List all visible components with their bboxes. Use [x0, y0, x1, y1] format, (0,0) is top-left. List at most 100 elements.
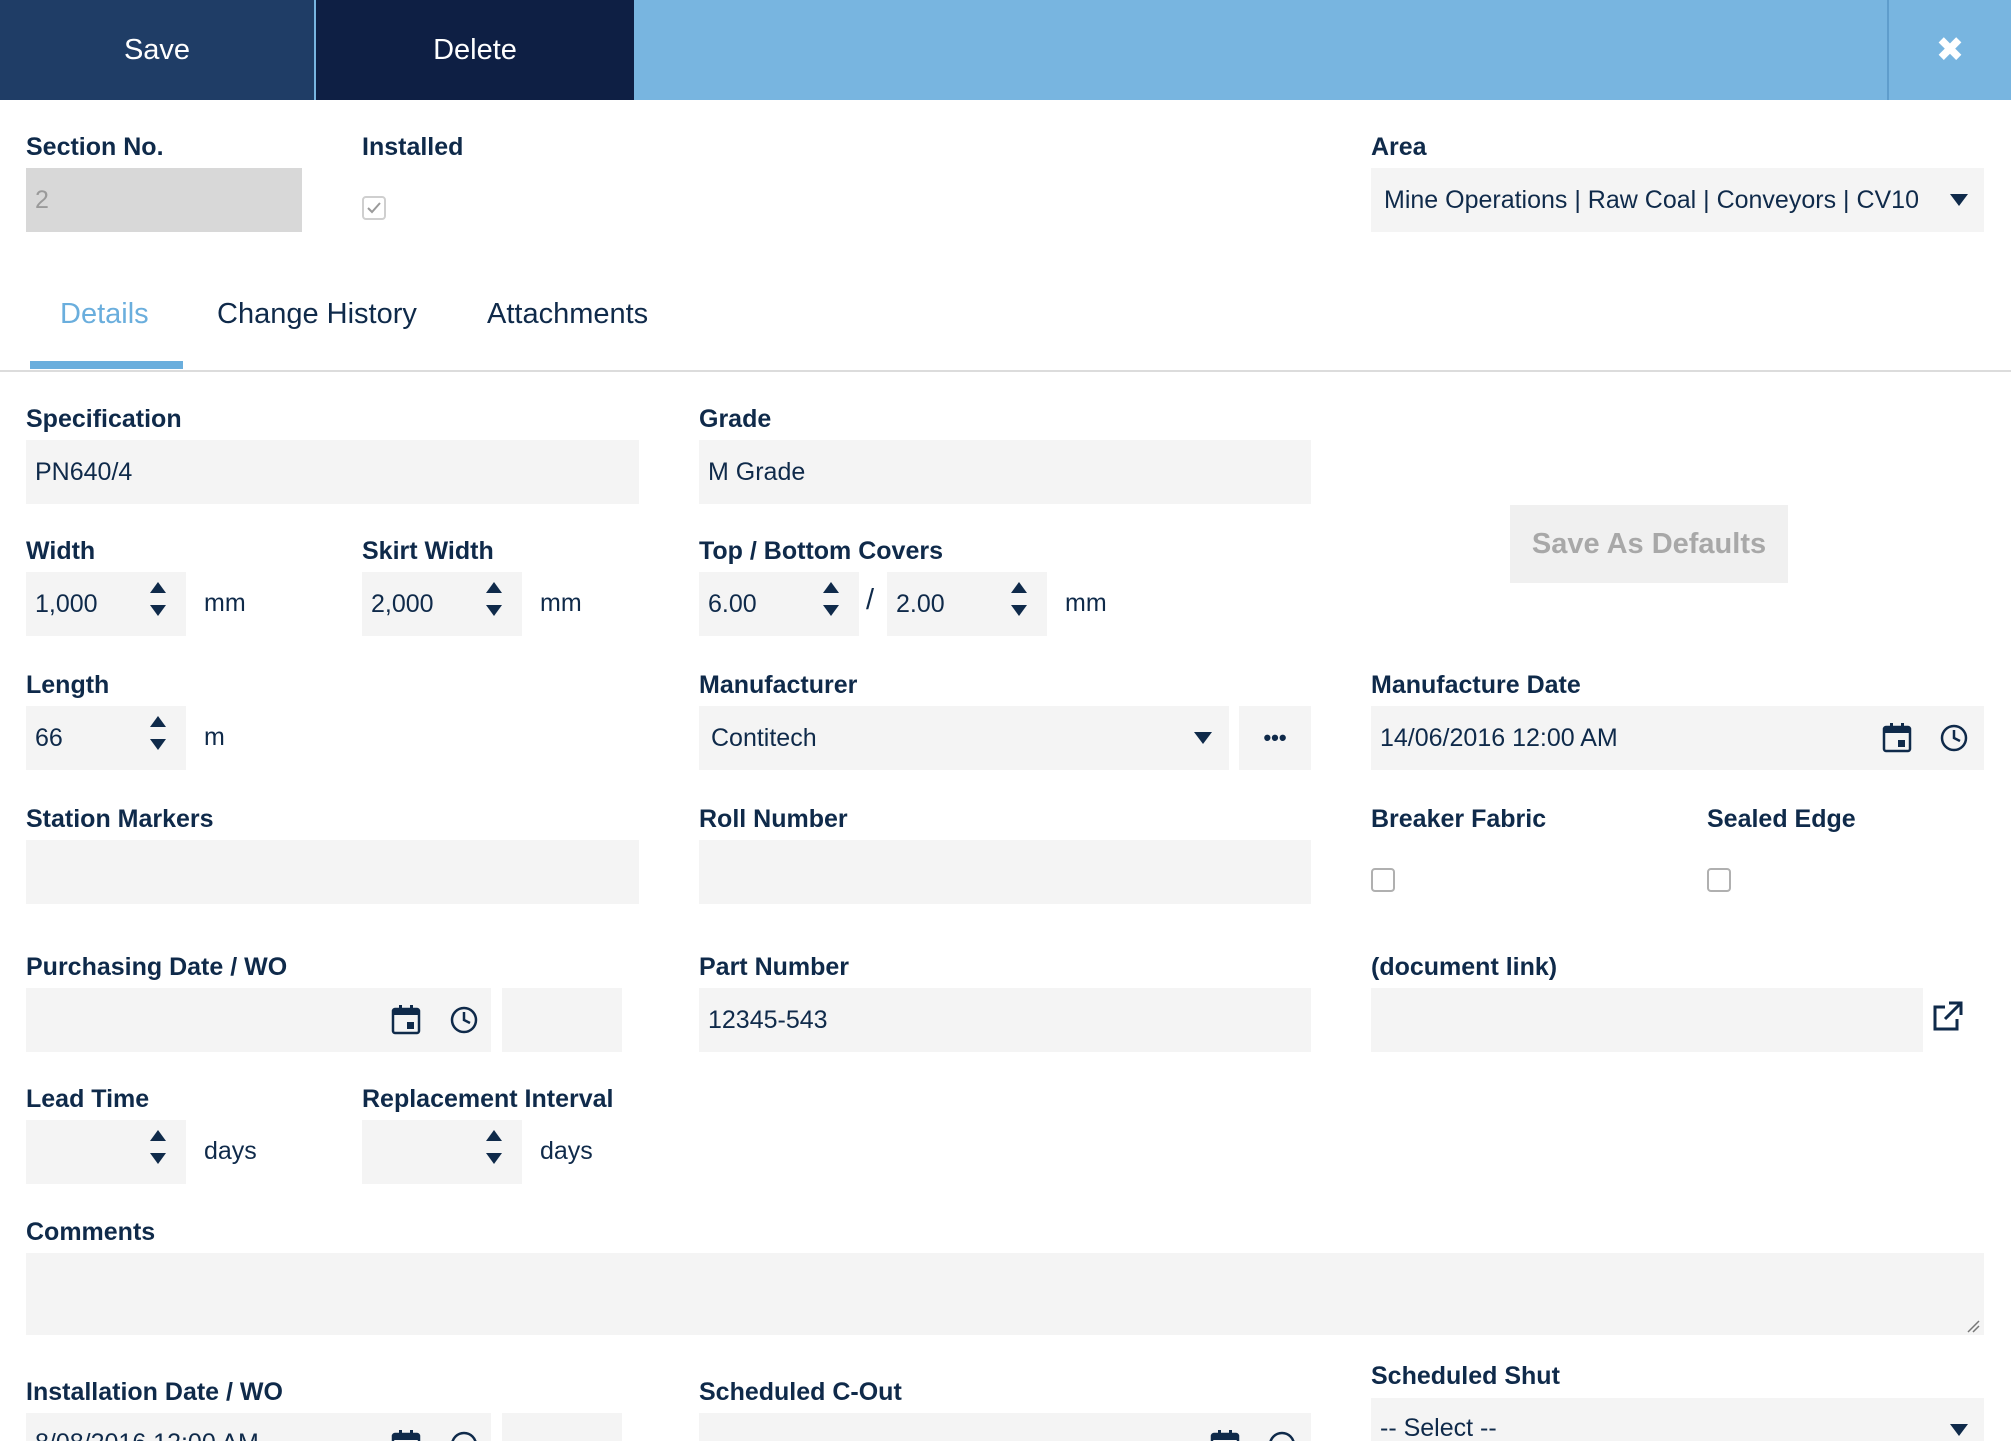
comments-label: Comments — [26, 1218, 156, 1246]
skirt-width-unit: mm — [540, 589, 582, 617]
clock-icon[interactable] — [1938, 722, 1970, 754]
top-cover-stepper[interactable] — [821, 582, 841, 626]
length-stepper[interactable] — [148, 716, 168, 760]
breaker-fabric-label: Breaker Fabric — [1371, 805, 1547, 833]
area-select[interactable]: Mine Operations | Raw Coal | Conveyors |… — [1371, 168, 1984, 232]
length-unit: m — [204, 723, 225, 751]
manufacturer-label: Manufacturer — [699, 671, 858, 699]
clock-icon[interactable] — [448, 1429, 480, 1441]
scheduled-shut-value: -- Select -- — [1380, 1414, 1497, 1441]
skirt-width-value: 2,000 — [371, 589, 434, 618]
checkmark-icon — [367, 202, 381, 214]
close-icon[interactable]: ✖ — [1887, 0, 2011, 100]
clock-icon[interactable] — [448, 1004, 480, 1036]
area-label: Area — [1371, 133, 1427, 161]
installation-label: Installation Date / WO — [26, 1378, 283, 1406]
bottom-cover-stepper[interactable] — [1009, 582, 1029, 626]
replacement-interval-unit: days — [540, 1137, 593, 1165]
resize-handle-icon[interactable] — [1966, 1319, 1980, 1333]
width-value: 1,000 — [35, 589, 98, 618]
replacement-interval-stepper[interactable] — [484, 1130, 504, 1174]
calendar-icon[interactable] — [390, 1004, 422, 1036]
manufacture-date-value: 14/06/2016 12:00 AM — [1380, 723, 1618, 752]
calendar-icon[interactable] — [390, 1429, 422, 1441]
lead-time-stepper[interactable] — [148, 1130, 168, 1174]
roll-number-input[interactable] — [699, 840, 1311, 904]
roll-number-label: Roll Number — [699, 805, 848, 833]
area-value: Mine Operations | Raw Coal | Conveyors |… — [1384, 185, 1919, 214]
station-markers-label: Station Markers — [26, 805, 214, 833]
chevron-down-icon — [1950, 194, 1968, 206]
scheduled-shut-label: Scheduled Shut — [1371, 1362, 1560, 1390]
installation-date-input[interactable]: 8/08/2016 12:00 AM — [26, 1413, 491, 1441]
station-markers-input[interactable] — [26, 840, 639, 904]
external-link-icon[interactable] — [1929, 999, 1965, 1035]
covers-unit: mm — [1065, 589, 1107, 617]
lead-time-unit: days — [204, 1137, 257, 1165]
chevron-down-icon — [1194, 732, 1212, 744]
purchasing-wo-input[interactable] — [502, 988, 622, 1052]
part-number-label: Part Number — [699, 953, 850, 981]
length-input[interactable]: 66 — [26, 706, 186, 770]
grade-input[interactable]: M Grade — [699, 440, 1311, 504]
width-label: Width — [26, 537, 96, 565]
manufacturer-select[interactable]: Contitech — [699, 706, 1229, 770]
covers-label: Top / Bottom Covers — [699, 537, 943, 565]
tab-divider — [0, 370, 2011, 372]
width-unit: mm — [204, 589, 246, 617]
top-cover-value: 6.00 — [708, 589, 757, 618]
document-link-input[interactable] — [1371, 988, 1923, 1052]
part-number-input[interactable]: 12345-543 — [699, 988, 1311, 1052]
section-no-label: Section No. — [26, 133, 164, 161]
active-tab-indicator — [30, 361, 183, 369]
manufacturer-more-button[interactable]: ••• — [1239, 706, 1311, 770]
save-button[interactable]: Save — [0, 0, 314, 100]
width-input[interactable]: 1,000 — [26, 572, 186, 636]
tab-details[interactable]: Details — [60, 298, 149, 330]
specification-input[interactable]: PN640/4 — [26, 440, 639, 504]
calendar-icon[interactable] — [1209, 1429, 1241, 1441]
scheduled-cout-input[interactable] — [699, 1413, 1311, 1441]
bottom-cover-input[interactable]: 2.00 — [887, 572, 1047, 636]
chevron-down-icon — [1950, 1424, 1968, 1436]
scheduled-cout-label: Scheduled C-Out — [699, 1378, 902, 1406]
tab-attachments[interactable]: Attachments — [487, 298, 649, 330]
skirt-width-input[interactable]: 2,000 — [362, 572, 522, 636]
clock-icon[interactable] — [1266, 1429, 1298, 1441]
length-value: 66 — [35, 723, 63, 752]
length-label: Length — [26, 671, 110, 699]
purchasing-label: Purchasing Date / WO — [26, 953, 288, 981]
comments-textarea[interactable] — [26, 1253, 1984, 1335]
replacement-interval-label: Replacement Interval — [362, 1085, 614, 1113]
bottom-cover-value: 2.00 — [896, 589, 945, 618]
installation-date-value: 8/08/2016 12:00 AM — [35, 1429, 259, 1441]
lead-time-input[interactable] — [26, 1120, 186, 1184]
skirt-width-label: Skirt Width — [362, 537, 494, 565]
skirt-width-stepper[interactable] — [484, 582, 504, 626]
sealed-edge-label: Sealed Edge — [1707, 805, 1856, 833]
manufacture-date-input[interactable]: 14/06/2016 12:00 AM — [1371, 706, 1984, 770]
delete-button[interactable]: Delete — [316, 0, 634, 100]
specification-label: Specification — [26, 405, 182, 433]
toolbar: Save Delete ✖ — [0, 0, 2011, 100]
lead-time-label: Lead Time — [26, 1085, 150, 1113]
calendar-icon[interactable] — [1881, 722, 1913, 754]
manufacture-date-label: Manufacture Date — [1371, 671, 1581, 699]
replacement-interval-input[interactable] — [362, 1120, 522, 1184]
manufacturer-value: Contitech — [711, 723, 817, 752]
document-link-label: (document link) — [1371, 953, 1558, 981]
covers-separator: / — [866, 584, 875, 616]
save-as-defaults-button[interactable]: Save As Defaults — [1510, 505, 1788, 583]
installed-label: Installed — [362, 133, 464, 161]
breaker-fabric-checkbox[interactable] — [1371, 868, 1395, 892]
installation-wo-input[interactable] — [502, 1413, 622, 1441]
grade-label: Grade — [699, 405, 772, 433]
purchasing-date-input[interactable] — [26, 988, 491, 1052]
sealed-edge-checkbox[interactable] — [1707, 868, 1731, 892]
tab-change-history[interactable]: Change History — [217, 298, 417, 330]
installed-checkbox[interactable] — [362, 196, 386, 220]
section-no-input[interactable]: 2 — [26, 168, 302, 232]
top-cover-input[interactable]: 6.00 — [699, 572, 859, 636]
width-stepper[interactable] — [148, 582, 168, 626]
scheduled-shut-select[interactable]: -- Select -- — [1371, 1398, 1984, 1441]
